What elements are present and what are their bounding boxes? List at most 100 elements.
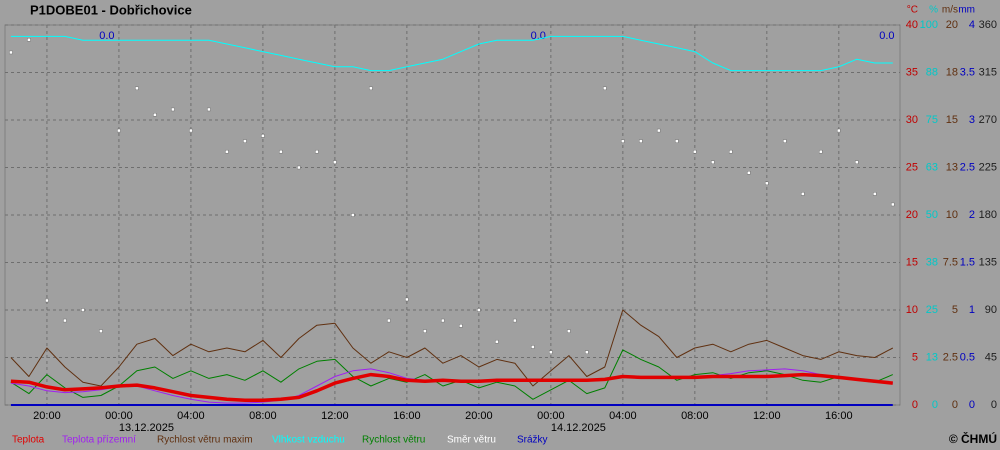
x-tick-label: 00:00 — [537, 410, 565, 422]
direction-dot — [801, 192, 805, 196]
y-tick-label: 10 — [946, 209, 958, 221]
series-line — [10, 309, 894, 387]
y-tick-label: 0 — [932, 399, 938, 411]
y-tick-label: 225 — [979, 161, 997, 173]
series-line — [10, 372, 893, 403]
y-tick-label: 38 — [926, 256, 938, 268]
axis-header: mm — [958, 5, 975, 16]
direction-dot — [747, 171, 751, 175]
y-tick-label: 40 — [906, 19, 918, 31]
y-tick-label: 25 — [906, 161, 918, 173]
axis-header: °C — [907, 5, 918, 16]
precip-label: 0.0 — [531, 30, 546, 42]
x-tick-label: 04:00 — [177, 410, 205, 422]
direction-dot — [567, 329, 571, 333]
direction-dot — [369, 86, 373, 91]
direction-dot — [63, 318, 67, 323]
legend-entry: Rychlost větru — [362, 435, 425, 446]
y-tick-label: 180 — [979, 209, 997, 221]
legend-entry: Teplota — [12, 435, 45, 446]
direction-dot — [531, 345, 535, 349]
direction-dot — [855, 160, 859, 164]
direction-dot — [891, 202, 895, 207]
direction-dot — [549, 350, 553, 354]
y-tick-label: 0 — [969, 399, 975, 411]
axis-header: m/s — [942, 5, 958, 16]
direction-dot — [513, 318, 517, 323]
direction-dot — [819, 149, 823, 154]
y-tick-label: 4 — [969, 19, 975, 31]
y-tick-label: 0 — [952, 399, 958, 411]
y-tick-label: 35 — [906, 66, 918, 78]
direction-dot — [405, 297, 409, 302]
y-tick-label: 25 — [926, 304, 938, 316]
y-tick-label: 20 — [946, 19, 958, 31]
direction-dot — [639, 139, 643, 143]
precip-label: 0.0 — [879, 30, 894, 42]
y-tick-label: 63 — [926, 161, 938, 173]
y-tick-label: 15 — [946, 114, 958, 126]
direction-dot — [765, 181, 769, 186]
y-tick-label: 20 — [906, 209, 918, 221]
y-tick-label: 7.5 — [943, 256, 958, 268]
direction-dot — [279, 149, 283, 154]
legend-entry: Směr větru — [447, 435, 496, 446]
direction-dot — [189, 128, 193, 133]
x-tick-label: 20:00 — [465, 410, 493, 422]
direction-dot — [99, 329, 103, 333]
y-tick-label: 135 — [979, 256, 997, 268]
y-tick-label: 75 — [926, 114, 938, 126]
direction-dot — [171, 107, 175, 112]
y-tick-label: 2.5 — [943, 351, 958, 363]
series-line — [10, 35, 893, 72]
direction-dot — [153, 113, 157, 117]
direction-dot — [837, 128, 841, 133]
direction-dot — [243, 139, 247, 143]
y-tick-label: 10 — [906, 304, 918, 316]
y-tick-label: 3 — [969, 114, 975, 126]
y-tick-label: 0 — [912, 399, 918, 411]
direction-dot — [441, 318, 445, 323]
x-tick-label: 04:00 — [609, 410, 637, 422]
x-tick-label: 12:00 — [753, 410, 781, 422]
direction-dot — [873, 192, 877, 196]
direction-dot — [81, 308, 85, 312]
series-line — [10, 349, 893, 400]
direction-dot — [135, 86, 139, 91]
y-tick-label: 45 — [985, 351, 997, 363]
y-tick-label: 18 — [946, 66, 958, 78]
date-label: 14.12.2025 — [551, 422, 606, 434]
direction-dot — [27, 38, 31, 42]
y-tick-label: 13 — [946, 161, 958, 173]
copyright: © ČHMÚ — [949, 431, 997, 446]
y-tick-label: 0 — [991, 399, 997, 411]
y-tick-label: 0.5 — [960, 351, 975, 363]
direction-dot — [387, 318, 391, 323]
direction-dot — [657, 128, 661, 133]
precip-label: 0.0 — [99, 30, 114, 42]
direction-dot — [315, 149, 319, 154]
direction-dot — [261, 134, 265, 138]
direction-dot — [9, 50, 13, 55]
y-tick-label: 15 — [906, 256, 918, 268]
y-tick-label: 360 — [979, 19, 997, 31]
y-tick-label: 88 — [926, 66, 938, 78]
y-tick-label: 315 — [979, 66, 997, 78]
direction-dot — [117, 128, 121, 133]
x-tick-label: 20:00 — [33, 410, 61, 422]
direction-dot — [603, 86, 607, 91]
y-tick-label: 2 — [969, 209, 975, 221]
legend-entry: Vlhkost vzduchu — [272, 435, 345, 446]
y-tick-label: 5 — [912, 351, 918, 363]
direction-dot — [621, 139, 625, 143]
direction-dot — [729, 149, 733, 154]
x-tick-label: 00:00 — [105, 410, 133, 422]
y-tick-label: 30 — [906, 114, 918, 126]
direction-dot — [297, 165, 301, 170]
direction-dot — [225, 149, 229, 154]
y-tick-label: 1.5 — [960, 256, 975, 268]
direction-dot — [585, 350, 589, 354]
direction-dot — [423, 329, 427, 333]
legend-entry: Srážky — [517, 435, 548, 446]
